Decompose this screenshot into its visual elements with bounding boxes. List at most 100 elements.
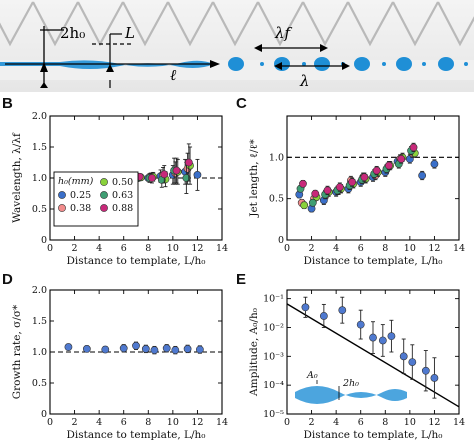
x-tick-label: 8 xyxy=(145,243,151,254)
data-point xyxy=(184,158,193,167)
legend-box xyxy=(53,171,139,227)
legend-marker xyxy=(100,204,108,212)
x-tick-label: 12 xyxy=(191,417,203,428)
x-tick-label: 4 xyxy=(96,417,102,428)
chart-b: 0 2 4 6 8 10 12 14 0 0.5 1.0 1.5 2.0 Distance to temp… xyxy=(11,111,228,266)
data-point xyxy=(141,345,150,353)
x-axis-label: Distance to template, L/h₀ xyxy=(66,255,205,266)
legend-entry: 0.63 xyxy=(112,190,133,201)
x-axis-label: Distance to template, L/h₀ xyxy=(303,429,442,440)
y-tick-label: 10⁻⁵ xyxy=(263,409,284,420)
data-point xyxy=(101,345,110,354)
y-axis-label: Growth rate, σ/σ* xyxy=(11,304,23,399)
y-tick-label: 0.5 xyxy=(32,378,47,389)
y-tick-label: 0 xyxy=(41,235,47,246)
data-point xyxy=(300,201,309,210)
y-axis-label: Wavelength, λ/λf xyxy=(11,132,23,223)
data-point xyxy=(378,336,387,345)
y-axis-label: Amplitude, A₀/h₀ xyxy=(248,308,260,397)
data-point xyxy=(162,344,171,353)
jet-photo: 2h₀ L ℓ λf λ xyxy=(0,0,474,92)
x-tick-label: 14 xyxy=(216,243,228,254)
data-point xyxy=(399,352,408,361)
x-tick-label: 8 xyxy=(382,417,388,428)
annotation-lambda: λ xyxy=(299,72,310,90)
data-point xyxy=(172,166,181,175)
fit-line xyxy=(286,303,460,408)
x-tick-label: 6 xyxy=(121,417,127,428)
data-point xyxy=(171,346,180,355)
data-point xyxy=(385,161,393,170)
data-point xyxy=(64,343,73,351)
y-tick-label: 0 xyxy=(278,235,284,246)
y-tick-label: 10⁻² xyxy=(263,322,284,333)
chart-d: 0 2 4 6 8 10 12 14 0 0.5 1.0 1.5 2.0 Distance to temp… xyxy=(11,285,228,440)
legend-marker xyxy=(100,191,108,199)
x-tick-label: 12 xyxy=(428,243,440,254)
x-tick-label: 14 xyxy=(453,243,465,254)
data-point xyxy=(148,174,156,182)
x-tick-label: 6 xyxy=(358,243,364,254)
x-tick-label: 0 xyxy=(284,417,290,428)
legend-marker xyxy=(58,204,66,212)
data-point xyxy=(369,333,377,342)
x-tick-label: 8 xyxy=(382,243,388,254)
panel-label-d: D xyxy=(2,271,13,288)
x-tick-label: 2 xyxy=(309,243,315,254)
legend-title: h₀(mm) xyxy=(58,176,94,187)
data-point xyxy=(150,346,159,355)
x-tick-label: 10 xyxy=(404,243,416,254)
x-tick-label: 2 xyxy=(72,243,78,254)
y-tick-label: 10⁻⁴ xyxy=(263,380,284,391)
legend-marker xyxy=(100,178,108,186)
y-tick-label: 10⁻¹ xyxy=(263,294,284,305)
y-tick-label: 10⁻³ xyxy=(263,351,284,362)
plot-frame xyxy=(286,115,460,241)
inset-label-a0: A₀ xyxy=(306,370,318,381)
x-tick-label: 2 xyxy=(72,417,78,428)
legend-entry: 0.50 xyxy=(112,177,133,188)
data-point xyxy=(323,186,332,195)
annotation-ell: ℓ xyxy=(170,66,176,84)
data-point xyxy=(421,366,430,375)
data-point xyxy=(301,303,310,312)
x-tick-label: 12 xyxy=(428,417,440,428)
x-tick-label: 0 xyxy=(47,417,53,428)
y-tick-label: 1.5 xyxy=(32,142,47,153)
x-axis-label: Distance to template, L/h₀ xyxy=(66,429,205,440)
x-tick-label: 4 xyxy=(96,243,102,254)
data-point xyxy=(335,183,344,191)
x-tick-label: 10 xyxy=(404,417,416,428)
data-point xyxy=(299,179,307,188)
annotation-L: L xyxy=(124,24,135,42)
y-tick-label: 0.5 xyxy=(269,194,284,205)
data-point xyxy=(409,143,418,152)
y-tick-label: 1.0 xyxy=(32,173,47,184)
data-point xyxy=(338,306,347,315)
y-axis-label: Jet length, ℓ/ℓ* xyxy=(248,138,260,217)
panel-label-c: C xyxy=(236,95,247,112)
y-tick-label: 1.0 xyxy=(269,152,284,163)
x-tick-label: 14 xyxy=(453,417,465,428)
data-point xyxy=(430,160,439,168)
data-point xyxy=(408,358,417,366)
y-tick-label: 2.0 xyxy=(32,285,47,296)
x-tick-label: 0 xyxy=(47,243,53,254)
data-point xyxy=(82,345,91,353)
plot-frame xyxy=(286,289,460,415)
x-tick-label: 4 xyxy=(333,243,339,254)
data-point xyxy=(372,166,381,175)
y-tick-label: 0 xyxy=(41,409,47,420)
x-tick-label: 2 xyxy=(309,417,315,428)
data-point xyxy=(195,345,204,354)
data-point xyxy=(360,173,369,182)
legend-entry: 0.38 xyxy=(70,203,91,214)
x-tick-label: 10 xyxy=(167,417,179,428)
data-point xyxy=(387,332,396,341)
jet-droplets xyxy=(0,57,468,71)
data-point xyxy=(418,171,427,180)
y-tick-label: 1.5 xyxy=(32,316,47,327)
data-point xyxy=(182,174,191,182)
y-tick-label: 2.0 xyxy=(32,111,47,122)
